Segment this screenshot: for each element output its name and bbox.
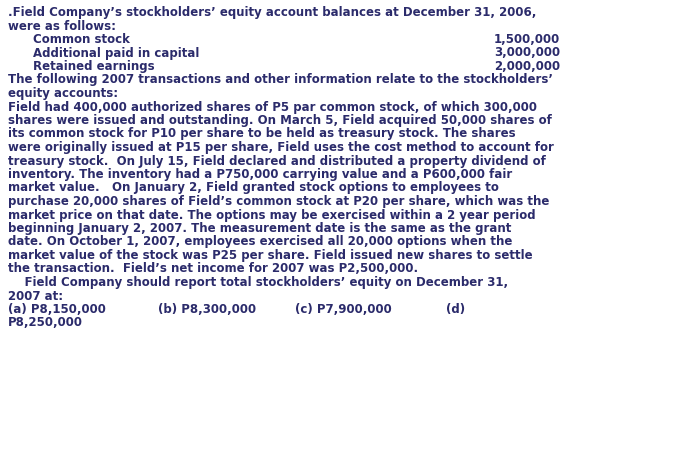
Text: Field Company should report total stockholders’ equity on December 31,: Field Company should report total stockh… bbox=[8, 276, 508, 289]
Text: equity accounts:: equity accounts: bbox=[8, 87, 118, 100]
Text: shares were issued and outstanding. On March 5, Field acquired 50,000 shares of: shares were issued and outstanding. On M… bbox=[8, 114, 552, 127]
Text: its common stock for P10 per share to be held as treasury stock. The shares: its common stock for P10 per share to be… bbox=[8, 127, 516, 141]
Text: Common stock: Common stock bbox=[32, 33, 130, 46]
Text: market value of the stock was P25 per share. Field issued new shares to settle: market value of the stock was P25 per sh… bbox=[8, 249, 532, 262]
Text: (d): (d) bbox=[446, 303, 465, 316]
Text: 2007 at:: 2007 at: bbox=[8, 289, 63, 302]
Text: Retained earnings: Retained earnings bbox=[32, 60, 154, 73]
Text: .Field Company’s stockholders’ equity account balances at December 31, 2006,: .Field Company’s stockholders’ equity ac… bbox=[8, 6, 536, 19]
Text: the transaction.  Field’s net income for 2007 was P2,500,000.: the transaction. Field’s net income for … bbox=[8, 262, 418, 276]
Text: were as follows:: were as follows: bbox=[8, 20, 116, 33]
Text: purchase 20,000 shares of Field’s common stock at P20 per share, which was the: purchase 20,000 shares of Field’s common… bbox=[8, 195, 549, 208]
Text: (b) P8,300,000: (b) P8,300,000 bbox=[158, 303, 256, 316]
Text: (c) P7,900,000: (c) P7,900,000 bbox=[295, 303, 392, 316]
Text: market value.   On January 2, Field granted stock options to employees to: market value. On January 2, Field grante… bbox=[8, 181, 499, 195]
Text: The following 2007 transactions and other information relate to the stockholders: The following 2007 transactions and othe… bbox=[8, 73, 553, 87]
Text: inventory. The inventory had a P750,000 carrying value and a P600,000 fair: inventory. The inventory had a P750,000 … bbox=[8, 168, 512, 181]
Text: 2,000,000: 2,000,000 bbox=[494, 60, 560, 73]
Text: were originally issued at P15 per share, Field uses the cost method to account f: were originally issued at P15 per share,… bbox=[8, 141, 554, 154]
Text: Additional paid in capital: Additional paid in capital bbox=[32, 47, 199, 60]
Text: 1,500,000: 1,500,000 bbox=[494, 33, 560, 46]
Text: date. On October 1, 2007, employees exercised all 20,000 options when the: date. On October 1, 2007, employees exer… bbox=[8, 235, 512, 249]
Text: market price on that date. The options may be exercised within a 2 year period: market price on that date. The options m… bbox=[8, 208, 536, 222]
Text: beginning January 2, 2007. The measurement date is the same as the grant: beginning January 2, 2007. The measureme… bbox=[8, 222, 511, 235]
Text: 3,000,000: 3,000,000 bbox=[494, 47, 560, 60]
Text: Field had 400,000 authorized shares of P5 par common stock, of which 300,000: Field had 400,000 authorized shares of P… bbox=[8, 100, 537, 114]
Text: P8,250,000: P8,250,000 bbox=[8, 316, 83, 329]
Text: treasury stock.  On July 15, Field declared and distributed a property dividend : treasury stock. On July 15, Field declar… bbox=[8, 154, 546, 168]
Text: (a) P8,150,000: (a) P8,150,000 bbox=[8, 303, 106, 316]
